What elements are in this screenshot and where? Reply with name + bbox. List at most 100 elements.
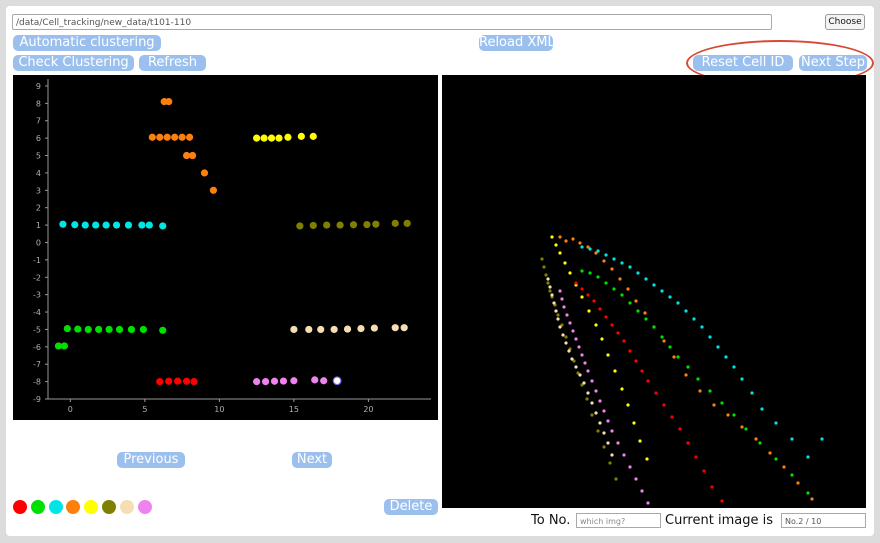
cluster-point[interactable] [115, 325, 124, 334]
cluster-point[interactable] [290, 325, 298, 334]
cluster-point[interactable] [357, 324, 365, 333]
automatic-clustering-button[interactable]: Automatic clustering [13, 35, 161, 51]
cluster-point[interactable] [156, 133, 164, 141]
cluster-point[interactable] [200, 169, 209, 177]
cluster-point[interactable] [270, 377, 279, 385]
palette-swatch[interactable] [66, 500, 81, 514]
cluster-point[interactable] [400, 324, 408, 332]
cluster-point[interactable] [124, 221, 133, 229]
cluster-point[interactable] [317, 325, 325, 334]
cluster-point[interactable] [336, 221, 344, 229]
cluster-point[interactable] [403, 219, 411, 227]
cluster-point[interactable] [74, 325, 82, 333]
cluster-point[interactable] [309, 221, 317, 230]
path-field[interactable]: /data/Cell_tracking/new_data/t101-110 [12, 14, 772, 30]
cluster-point[interactable] [279, 377, 288, 385]
cluster-point[interactable] [290, 377, 298, 385]
palette-swatch[interactable] [30, 500, 45, 514]
palette-swatch[interactable] [119, 500, 134, 514]
cluster-point[interactable] [105, 325, 113, 334]
cluster-point[interactable] [275, 134, 283, 142]
selected-point[interactable] [332, 376, 342, 386]
cluster-point[interactable] [159, 326, 167, 334]
refresh-button[interactable]: Refresh [139, 55, 206, 71]
cluster-point[interactable] [253, 134, 261, 142]
cluster-point[interactable] [59, 220, 67, 228]
cluster-point[interactable] [145, 221, 153, 229]
cluster-point[interactable] [139, 325, 147, 334]
previous-button[interactable]: Previous [117, 452, 185, 468]
cluster-point[interactable] [163, 133, 171, 141]
cluster-point[interactable] [63, 324, 71, 333]
cluster-point[interactable] [343, 325, 352, 333]
cluster-point[interactable] [92, 221, 100, 229]
cluster-point[interactable] [185, 133, 194, 141]
cluster-point[interactable] [391, 219, 399, 227]
cluster-point[interactable] [330, 325, 338, 334]
delete-button[interactable]: Delete [384, 499, 438, 515]
cluster-point[interactable] [148, 133, 156, 141]
y-tick-label: -7 [33, 360, 41, 369]
cluster-point[interactable] [297, 132, 305, 140]
cluster-point[interactable] [112, 221, 121, 229]
cluster-point[interactable] [95, 325, 103, 334]
cluster-point[interactable] [60, 342, 68, 350]
cluster-point[interactable] [182, 151, 191, 160]
track-point [596, 249, 600, 253]
track-point [544, 273, 548, 277]
cluster-point[interactable] [102, 221, 110, 229]
palette-swatch[interactable] [13, 500, 27, 514]
y-tick-label: 8 [36, 99, 41, 108]
track-point [686, 441, 690, 445]
next-button[interactable]: Next [292, 452, 332, 468]
cluster-point[interactable] [165, 98, 173, 106]
track-point [565, 313, 569, 317]
cluster-point[interactable] [209, 186, 218, 194]
cluster-point[interactable] [260, 134, 268, 142]
to-no-label: To No. [531, 513, 571, 528]
cluster-point[interactable] [370, 324, 378, 332]
cluster-point[interactable] [311, 376, 319, 384]
palette-swatch[interactable] [137, 500, 152, 514]
cluster-point[interactable] [127, 325, 136, 334]
cluster-point[interactable] [182, 377, 191, 385]
cluster-point[interactable] [391, 324, 399, 332]
palette-swatch[interactable] [84, 500, 99, 514]
cluster-point[interactable] [296, 222, 304, 230]
track-point [676, 301, 680, 305]
cluster-point[interactable] [174, 377, 182, 385]
choose-button[interactable]: Choose [825, 14, 865, 30]
cluster-point[interactable] [71, 221, 79, 229]
cluster-point[interactable] [363, 220, 371, 229]
cluster-point[interactable] [305, 325, 313, 334]
cluster-point[interactable] [165, 377, 173, 385]
cluster-point[interactable] [178, 133, 186, 141]
cluster-point[interactable] [349, 221, 358, 229]
palette-swatch[interactable] [102, 500, 116, 514]
track-point [578, 373, 582, 377]
track-point [750, 391, 754, 395]
cluster-point[interactable] [190, 378, 198, 386]
cluster-point[interactable] [372, 220, 380, 228]
cluster-point[interactable] [138, 221, 146, 229]
track-point [686, 365, 690, 369]
cluster-point[interactable] [84, 325, 92, 334]
cluster-point[interactable] [267, 134, 276, 142]
cluster-point[interactable] [253, 378, 261, 386]
cluster-point[interactable] [159, 222, 167, 230]
track-point [708, 335, 712, 339]
cluster-point[interactable] [81, 221, 89, 229]
palette-swatch[interactable] [48, 500, 63, 514]
check-clustering-button[interactable]: Check Clustering [13, 55, 134, 71]
reload-xml-button[interactable]: Reload XML [479, 35, 555, 51]
cluster-point[interactable] [188, 151, 197, 160]
cluster-point[interactable] [284, 133, 292, 141]
cluster-point[interactable] [323, 221, 331, 229]
cluster-point[interactable] [320, 377, 328, 385]
cluster-point[interactable] [309, 132, 317, 140]
cluster-point[interactable] [156, 378, 164, 386]
cluster-point[interactable] [171, 133, 179, 141]
cluster-point[interactable] [54, 342, 63, 350]
cluster-point[interactable] [261, 378, 270, 386]
to-no-input[interactable]: which img? [576, 513, 661, 528]
